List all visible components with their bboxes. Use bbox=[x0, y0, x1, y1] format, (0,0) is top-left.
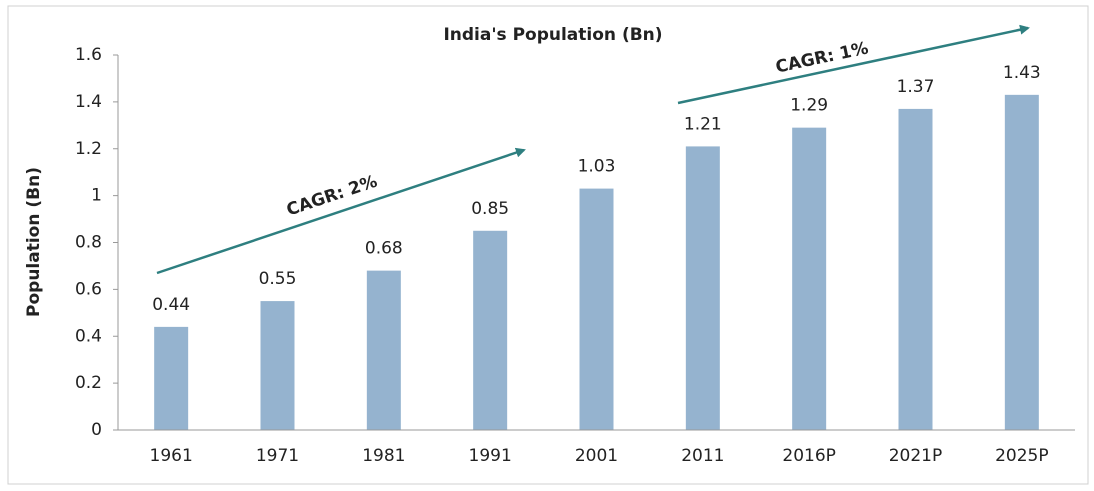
y-tick-label: 0.4 bbox=[75, 326, 102, 346]
chart-title: India's Population (Bn) bbox=[443, 25, 662, 45]
x-tick-label: 2016P bbox=[782, 446, 836, 466]
x-tick-label: 2025P bbox=[995, 446, 1049, 466]
arrow bbox=[677, 24, 1030, 105]
arrow bbox=[156, 147, 526, 275]
x-tick-label: 2001 bbox=[575, 446, 618, 466]
bar bbox=[1004, 94, 1039, 430]
data-label: 1.03 bbox=[578, 157, 616, 177]
y-tick-label: 0.8 bbox=[75, 233, 102, 253]
y-tick-label: 1 bbox=[91, 186, 102, 206]
data-label: 0.55 bbox=[259, 269, 297, 289]
y-tick-label: 0.6 bbox=[75, 279, 102, 299]
bar bbox=[898, 108, 933, 430]
x-tick-label: 1961 bbox=[150, 446, 193, 466]
y-tick-label: 0.2 bbox=[75, 373, 102, 393]
x-tick-label: 1981 bbox=[362, 446, 405, 466]
bar bbox=[260, 301, 295, 430]
data-label: 1.21 bbox=[684, 114, 722, 134]
x-tick-label: 2011 bbox=[681, 446, 724, 466]
x-tick-label: 1971 bbox=[256, 446, 299, 466]
data-label: 1.37 bbox=[897, 77, 935, 97]
data-label: 0.44 bbox=[152, 295, 190, 315]
x-tick-label: 1991 bbox=[469, 446, 512, 466]
data-label: 0.85 bbox=[471, 199, 509, 219]
bar bbox=[792, 127, 827, 430]
bar bbox=[366, 270, 401, 430]
data-label: 1.29 bbox=[790, 96, 828, 116]
data-label: 1.43 bbox=[1003, 63, 1041, 83]
frame bbox=[7, 5, 1089, 485]
y-axis-label: Population (Bn) bbox=[24, 167, 44, 317]
y-tick-label: 0 bbox=[91, 420, 102, 440]
bar bbox=[154, 326, 189, 430]
bar bbox=[579, 188, 614, 430]
y-tick-label: 1.4 bbox=[75, 92, 102, 112]
bar bbox=[685, 146, 720, 430]
y-tick-label: 1.2 bbox=[75, 139, 102, 159]
y-tick-label: 1.6 bbox=[75, 45, 102, 65]
data-label: 0.68 bbox=[365, 239, 403, 259]
x-tick-label: 2021P bbox=[889, 446, 943, 466]
bar bbox=[473, 230, 508, 430]
